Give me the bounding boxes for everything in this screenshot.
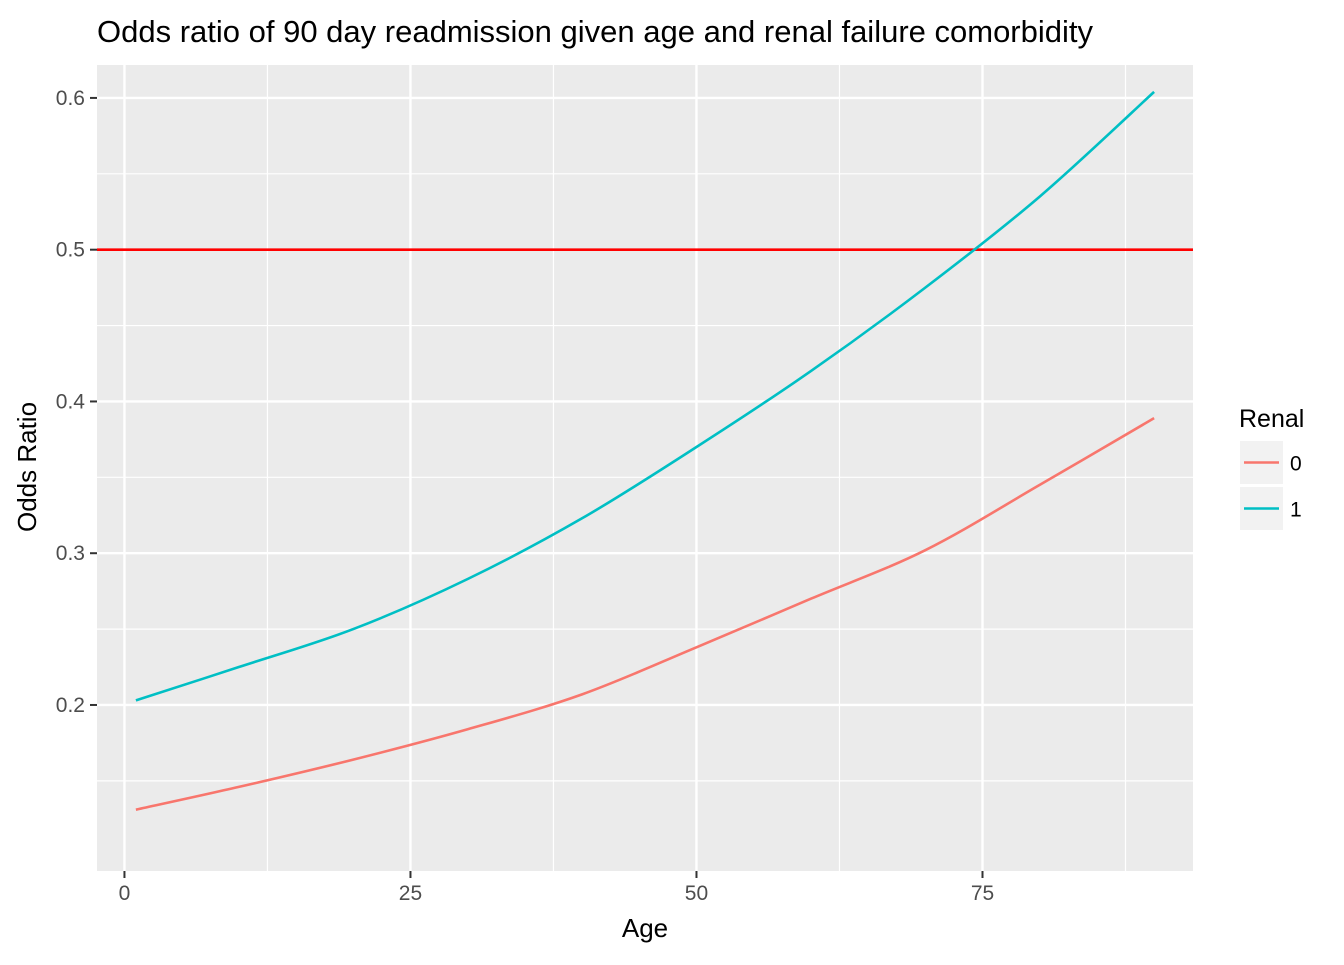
y-axis: 0.2 0.3 0.4 0.5 0.6 (56, 87, 97, 717)
y-tick-label: 0.2 (56, 694, 85, 717)
grid-minor (97, 65, 1193, 871)
legend: Renal 0 1 (1239, 405, 1304, 530)
y-tick-label: 0.3 (56, 542, 85, 565)
x-tick-label: 75 (971, 882, 994, 905)
y-tick-label: 0.5 (56, 239, 85, 262)
x-axis-label: Age (622, 913, 668, 943)
series-layer (135, 90, 1155, 811)
legend-label-1: 1 (1290, 499, 1302, 522)
y-tick-label: 0.6 (56, 87, 85, 110)
legend-label-0: 0 (1290, 453, 1302, 476)
x-tick-label: 50 (685, 882, 708, 905)
y-axis-label: Odds Ratio (12, 402, 42, 532)
legend-title: Renal (1239, 405, 1304, 433)
x-tick-label: 25 (399, 882, 422, 905)
x-tick-label: 0 (119, 882, 131, 905)
series-line-0 (135, 417, 1155, 811)
x-axis: 0 25 50 75 (119, 871, 994, 905)
plot-panel (97, 65, 1193, 871)
series-line-1 (135, 90, 1155, 702)
y-tick-label: 0.4 (56, 390, 86, 413)
chart-title: Odds ratio of 90 day readmission given a… (97, 14, 1093, 49)
